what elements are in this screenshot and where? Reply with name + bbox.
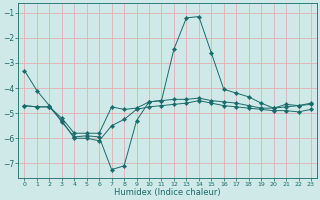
X-axis label: Humidex (Indice chaleur): Humidex (Indice chaleur) [114,188,221,197]
